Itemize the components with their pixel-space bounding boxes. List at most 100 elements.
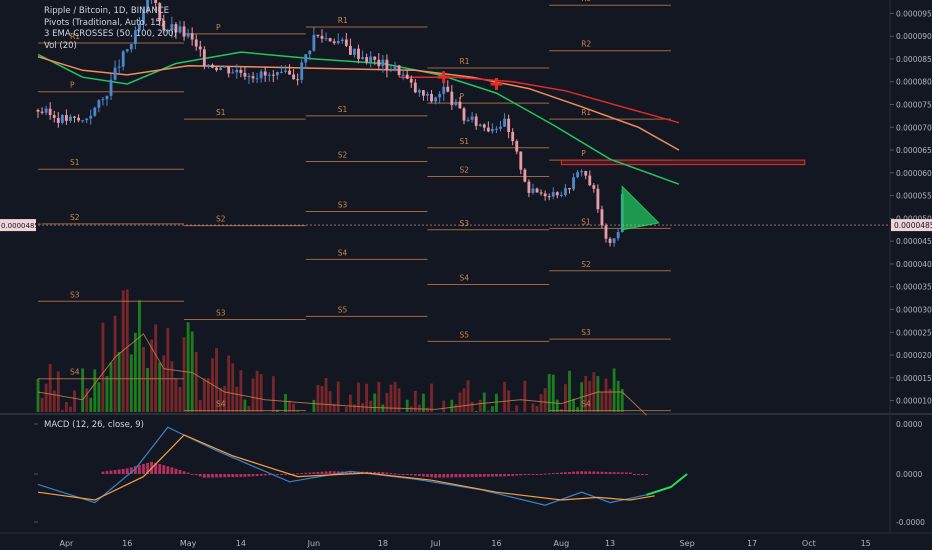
time-axis-label: Oct (802, 539, 816, 548)
volume-bar (328, 391, 332, 412)
volume-bar (296, 411, 300, 412)
candle-body (129, 44, 133, 50)
candle-body (596, 188, 600, 210)
candle-body (332, 41, 336, 44)
macd-histogram-bar (507, 474, 511, 477)
volume-bar (154, 324, 158, 412)
candle-body (85, 118, 89, 121)
candle-body (365, 57, 369, 62)
volume-bar (206, 378, 210, 412)
volume-bar (539, 394, 543, 412)
volume-bar (620, 389, 624, 412)
candle-body (462, 108, 466, 121)
volume-bar (239, 370, 243, 412)
candle-body (275, 71, 279, 76)
candle-body (446, 86, 450, 92)
volume-bar (121, 290, 125, 412)
macd-line-projection (646, 473, 688, 496)
candle-body (97, 100, 101, 108)
volume-bar (393, 381, 397, 412)
candle-body (348, 45, 352, 55)
macd-histogram-bar (113, 470, 117, 474)
volume-bar (215, 348, 218, 412)
candle-body (121, 51, 125, 67)
candle-body (576, 172, 580, 178)
candle-body (555, 192, 559, 196)
macd-histogram-bar (454, 474, 458, 478)
volume-bar (466, 380, 470, 412)
candle-body (292, 74, 296, 80)
time-axis-label: 18 (378, 539, 388, 548)
volume-bar (608, 388, 612, 412)
macd-histogram-bar (105, 471, 109, 474)
candle-body (312, 34, 316, 51)
pivot-label: P (70, 81, 75, 90)
candle-body (588, 175, 592, 186)
macd-histogram-bar (129, 467, 133, 474)
price-axis-label: 0.00005000 (896, 214, 932, 223)
candle-body (377, 59, 381, 67)
macd-histogram-bar (600, 471, 604, 474)
pivot-label: S4 (70, 368, 80, 377)
price-axis-label: 0.00001500 (896, 374, 932, 383)
macd-histogram-bar (576, 471, 580, 474)
time-axis-label: Jun (307, 539, 321, 548)
volume-bar (531, 403, 535, 412)
macd-histogram-bar (344, 471, 348, 474)
volume-bar (48, 363, 52, 412)
candle-body (56, 117, 60, 123)
volume-bar (52, 390, 56, 412)
macd-histogram-bar (377, 472, 381, 474)
candle-body (125, 49, 129, 52)
candle-body (194, 39, 198, 47)
volume-bar (198, 399, 202, 412)
macd-histogram-bar (568, 472, 571, 474)
price-axis-label: 0.00008000 (896, 78, 932, 87)
macd-histogram-bar (186, 472, 190, 474)
macd-histogram-bar (555, 472, 559, 474)
volume-bar (490, 406, 494, 412)
candle-body (223, 66, 227, 68)
macd-histogram-bar (608, 472, 612, 474)
macd-histogram-bar (413, 474, 417, 476)
macd-histogram-bar (434, 474, 438, 478)
candle-body (40, 111, 44, 113)
macd-histogram-bar (231, 474, 235, 478)
macd-histogram-bar (612, 472, 616, 474)
volume-bar (385, 392, 389, 412)
candle-body (478, 124, 482, 126)
volume-bar (44, 383, 48, 412)
volume-bar (251, 378, 255, 412)
candle-body (113, 67, 117, 80)
volume-bar (555, 399, 559, 412)
macd-histogram-bar (559, 472, 563, 474)
volume-bar (604, 378, 608, 412)
macd-histogram-bar (219, 474, 222, 478)
candle-body (288, 70, 291, 75)
volume-bar (515, 405, 519, 412)
macd-histogram-bar (255, 474, 259, 477)
pivot-label: S4 (216, 400, 226, 409)
candle-body (231, 72, 235, 74)
candle-body (450, 91, 454, 105)
candle-body (133, 30, 137, 45)
macd-histogram-bar (442, 474, 446, 478)
volume-bar (182, 337, 186, 412)
macd-histogram-bar (158, 464, 162, 474)
volume-bar (413, 390, 417, 412)
macd-histogram-bar (267, 474, 271, 476)
candle-body (417, 90, 421, 93)
volume-bar (547, 373, 551, 412)
pivot-label: P (216, 23, 221, 32)
macd-line-macd (37, 426, 647, 506)
price-axis-label: 0.00003500 (896, 283, 932, 292)
macd-histogram-bar (243, 474, 247, 477)
candle-body (604, 225, 608, 239)
pivot-label: P (581, 149, 586, 158)
volume-bar (150, 339, 154, 412)
macd-histogram-bar (531, 474, 535, 475)
volume-bar (397, 388, 401, 412)
pivot-label: S3 (216, 309, 226, 318)
volume-bar (478, 399, 482, 412)
